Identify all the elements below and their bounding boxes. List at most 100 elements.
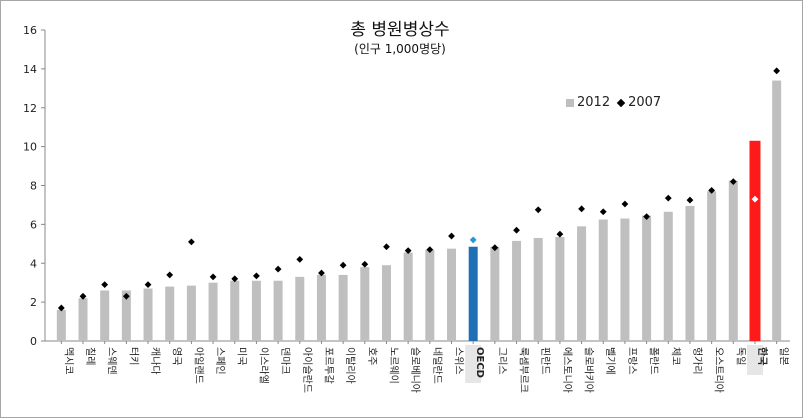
x-tick-label-이스라엘: 이스라엘 xyxy=(257,347,270,384)
bar-2012-멕시코 xyxy=(56,309,66,341)
marker-2007-슬로베니아 xyxy=(404,247,412,255)
marker-2007-룩셈부르크 xyxy=(513,226,520,234)
legend-swatch-2012 xyxy=(566,98,574,107)
bar-2012-네덜란드 xyxy=(425,249,435,341)
x-tick-label-멕시코: 멕시코 xyxy=(62,347,74,375)
x-tick-label-덴마크: 덴마크 xyxy=(279,347,291,375)
marker-2007-스위스 xyxy=(448,232,455,240)
marker-2007-헝가리 xyxy=(686,196,694,204)
marker-2007-OECD xyxy=(469,236,477,244)
x-tick-label-벨기에: 벨기에 xyxy=(604,347,616,375)
bar-2012-미국 xyxy=(230,280,240,341)
chart-title: 총 병원병상수 xyxy=(350,20,450,40)
marker-2007-스페인 xyxy=(209,273,217,281)
bar-2012-슬로베니아 xyxy=(403,252,413,341)
marker-2007-폴란드 xyxy=(643,213,650,220)
marker-2007-체코 xyxy=(664,194,672,202)
x-tick-label-룩셈부르크: 룩셈부르크 xyxy=(518,347,530,393)
bar-2012-이스라엘 xyxy=(251,280,261,341)
x-tick-label-영국: 영국 xyxy=(171,347,183,365)
x-label-highlight-OECD xyxy=(465,345,482,383)
x-tick-label-스페인: 스페인 xyxy=(214,347,226,375)
x-tick-label-OECD: OECD xyxy=(474,347,485,378)
bar-2012-호주 xyxy=(360,267,370,341)
marker-2007-일본 xyxy=(773,67,781,75)
bar-2012-에스토니아 xyxy=(555,237,565,341)
x-tick-label-포르투갈: 포르투갈 xyxy=(322,347,335,384)
bar-2012-아일랜드 xyxy=(186,285,196,341)
bar-2012-그리스 xyxy=(490,246,500,341)
x-tick-label-스위스: 스위스 xyxy=(453,347,466,375)
bar-2012-헝가리 xyxy=(685,205,695,341)
x-tick-label-아일랜드: 아일랜드 xyxy=(192,347,204,384)
bar-2012-영국 xyxy=(165,286,175,341)
bar-2012-캐나다 xyxy=(143,288,153,341)
x-tick-label-오스트리아: 오스트리아 xyxy=(713,347,725,393)
x-tick-label-폴란드: 폴란드 xyxy=(648,347,660,375)
bar-2012-독일 xyxy=(728,180,738,341)
marker-2007-칠레 xyxy=(79,292,87,300)
bar-2012-프랑스 xyxy=(620,218,630,341)
chart-subtitle: (인구 1,000명당) xyxy=(354,42,446,56)
marker-2007-네덜란드 xyxy=(426,246,434,254)
x-tick-label-스웨덴: 스웨덴 xyxy=(106,347,118,375)
bar-2012-벨기에 xyxy=(598,219,608,341)
marker-2007-멕시코 xyxy=(57,304,65,312)
bar-2012-룩셈부르크 xyxy=(512,240,522,341)
x-tick-label-아이슬란드: 아이슬란드 xyxy=(301,347,313,393)
bar-2012-슬로바키아 xyxy=(577,226,587,341)
x-tick-label-노르웨이: 노르웨이 xyxy=(387,347,399,384)
marker-2007-노르웨이 xyxy=(383,243,390,251)
x-tick-label-호주: 호주 xyxy=(366,347,378,365)
y-tick-label: 8 xyxy=(30,180,37,193)
y-tick-label: 12 xyxy=(23,102,37,115)
bar-2012-이탈리아 xyxy=(338,274,348,341)
marker-2007-호주 xyxy=(361,260,369,268)
marker-2007-아일랜드 xyxy=(187,238,195,246)
marker-2007-벨기에 xyxy=(599,208,607,216)
bar-2012-스페인 xyxy=(208,282,218,341)
y-tick-label: 6 xyxy=(30,218,37,231)
bar-2012-스위스 xyxy=(447,248,457,341)
marker-2007-미국 xyxy=(231,275,239,283)
marker-2007-핀란드 xyxy=(534,206,542,214)
marker-2007-에스토니아 xyxy=(556,230,564,238)
x-tick-label-헝가리: 헝가리 xyxy=(691,347,703,375)
x-tick-label-터키: 터키 xyxy=(127,347,139,365)
marker-2007-스웨덴 xyxy=(101,281,109,289)
bar-2012-포르투갈 xyxy=(316,274,326,341)
x-tick-label-그리스: 그리스 xyxy=(496,347,508,375)
x-tick-label-한국: 한국 xyxy=(756,347,768,365)
y-tick-label: 4 xyxy=(30,257,37,270)
marker-2007-이스라엘 xyxy=(253,272,260,280)
x-tick-label-프랑스: 프랑스 xyxy=(626,347,638,375)
marker-2007-독일 xyxy=(729,178,737,186)
marker-2007-슬로바키아 xyxy=(578,205,585,213)
y-tick-label: 10 xyxy=(23,141,37,154)
bar-2012-덴마크 xyxy=(273,280,283,341)
x-tick-label-체코: 체코 xyxy=(669,347,681,365)
y-tick-label: 2 xyxy=(30,296,37,309)
bar-2012-아이슬란드 xyxy=(295,276,305,341)
marker-2007-한국 xyxy=(751,195,759,203)
x-tick-label-독일: 독일 xyxy=(734,347,746,365)
legend-label-2012: 2012 xyxy=(577,95,611,110)
x-tick-label-칠레: 칠레 xyxy=(84,347,96,365)
y-tick-label: 0 xyxy=(30,335,37,348)
marker-2007-아이슬란드 xyxy=(296,255,304,263)
x-tick-label-슬로바키아: 슬로바키아 xyxy=(583,347,595,393)
bar-2012-칠레 xyxy=(78,298,88,341)
marker-2007-그리스 xyxy=(491,244,499,252)
x-tick-label-일본: 일본 xyxy=(778,347,790,365)
x-label-highlight-한국 xyxy=(746,345,763,375)
legend-label-2007: 2007 xyxy=(628,95,662,110)
y-tick-label: 16 xyxy=(23,24,37,37)
x-tick-label-이탈리아: 이탈리아 xyxy=(344,347,357,384)
x-tick-label-슬로베니아: 슬로베니아 xyxy=(409,347,421,393)
marker-2007-프랑스 xyxy=(621,200,629,208)
legend: 2012 2007 xyxy=(566,95,661,111)
bar-2012-노르웨이 xyxy=(381,265,391,341)
x-tick-label-에스토니아: 에스토니아 xyxy=(561,347,573,393)
bar-2012-한국 xyxy=(749,140,761,341)
